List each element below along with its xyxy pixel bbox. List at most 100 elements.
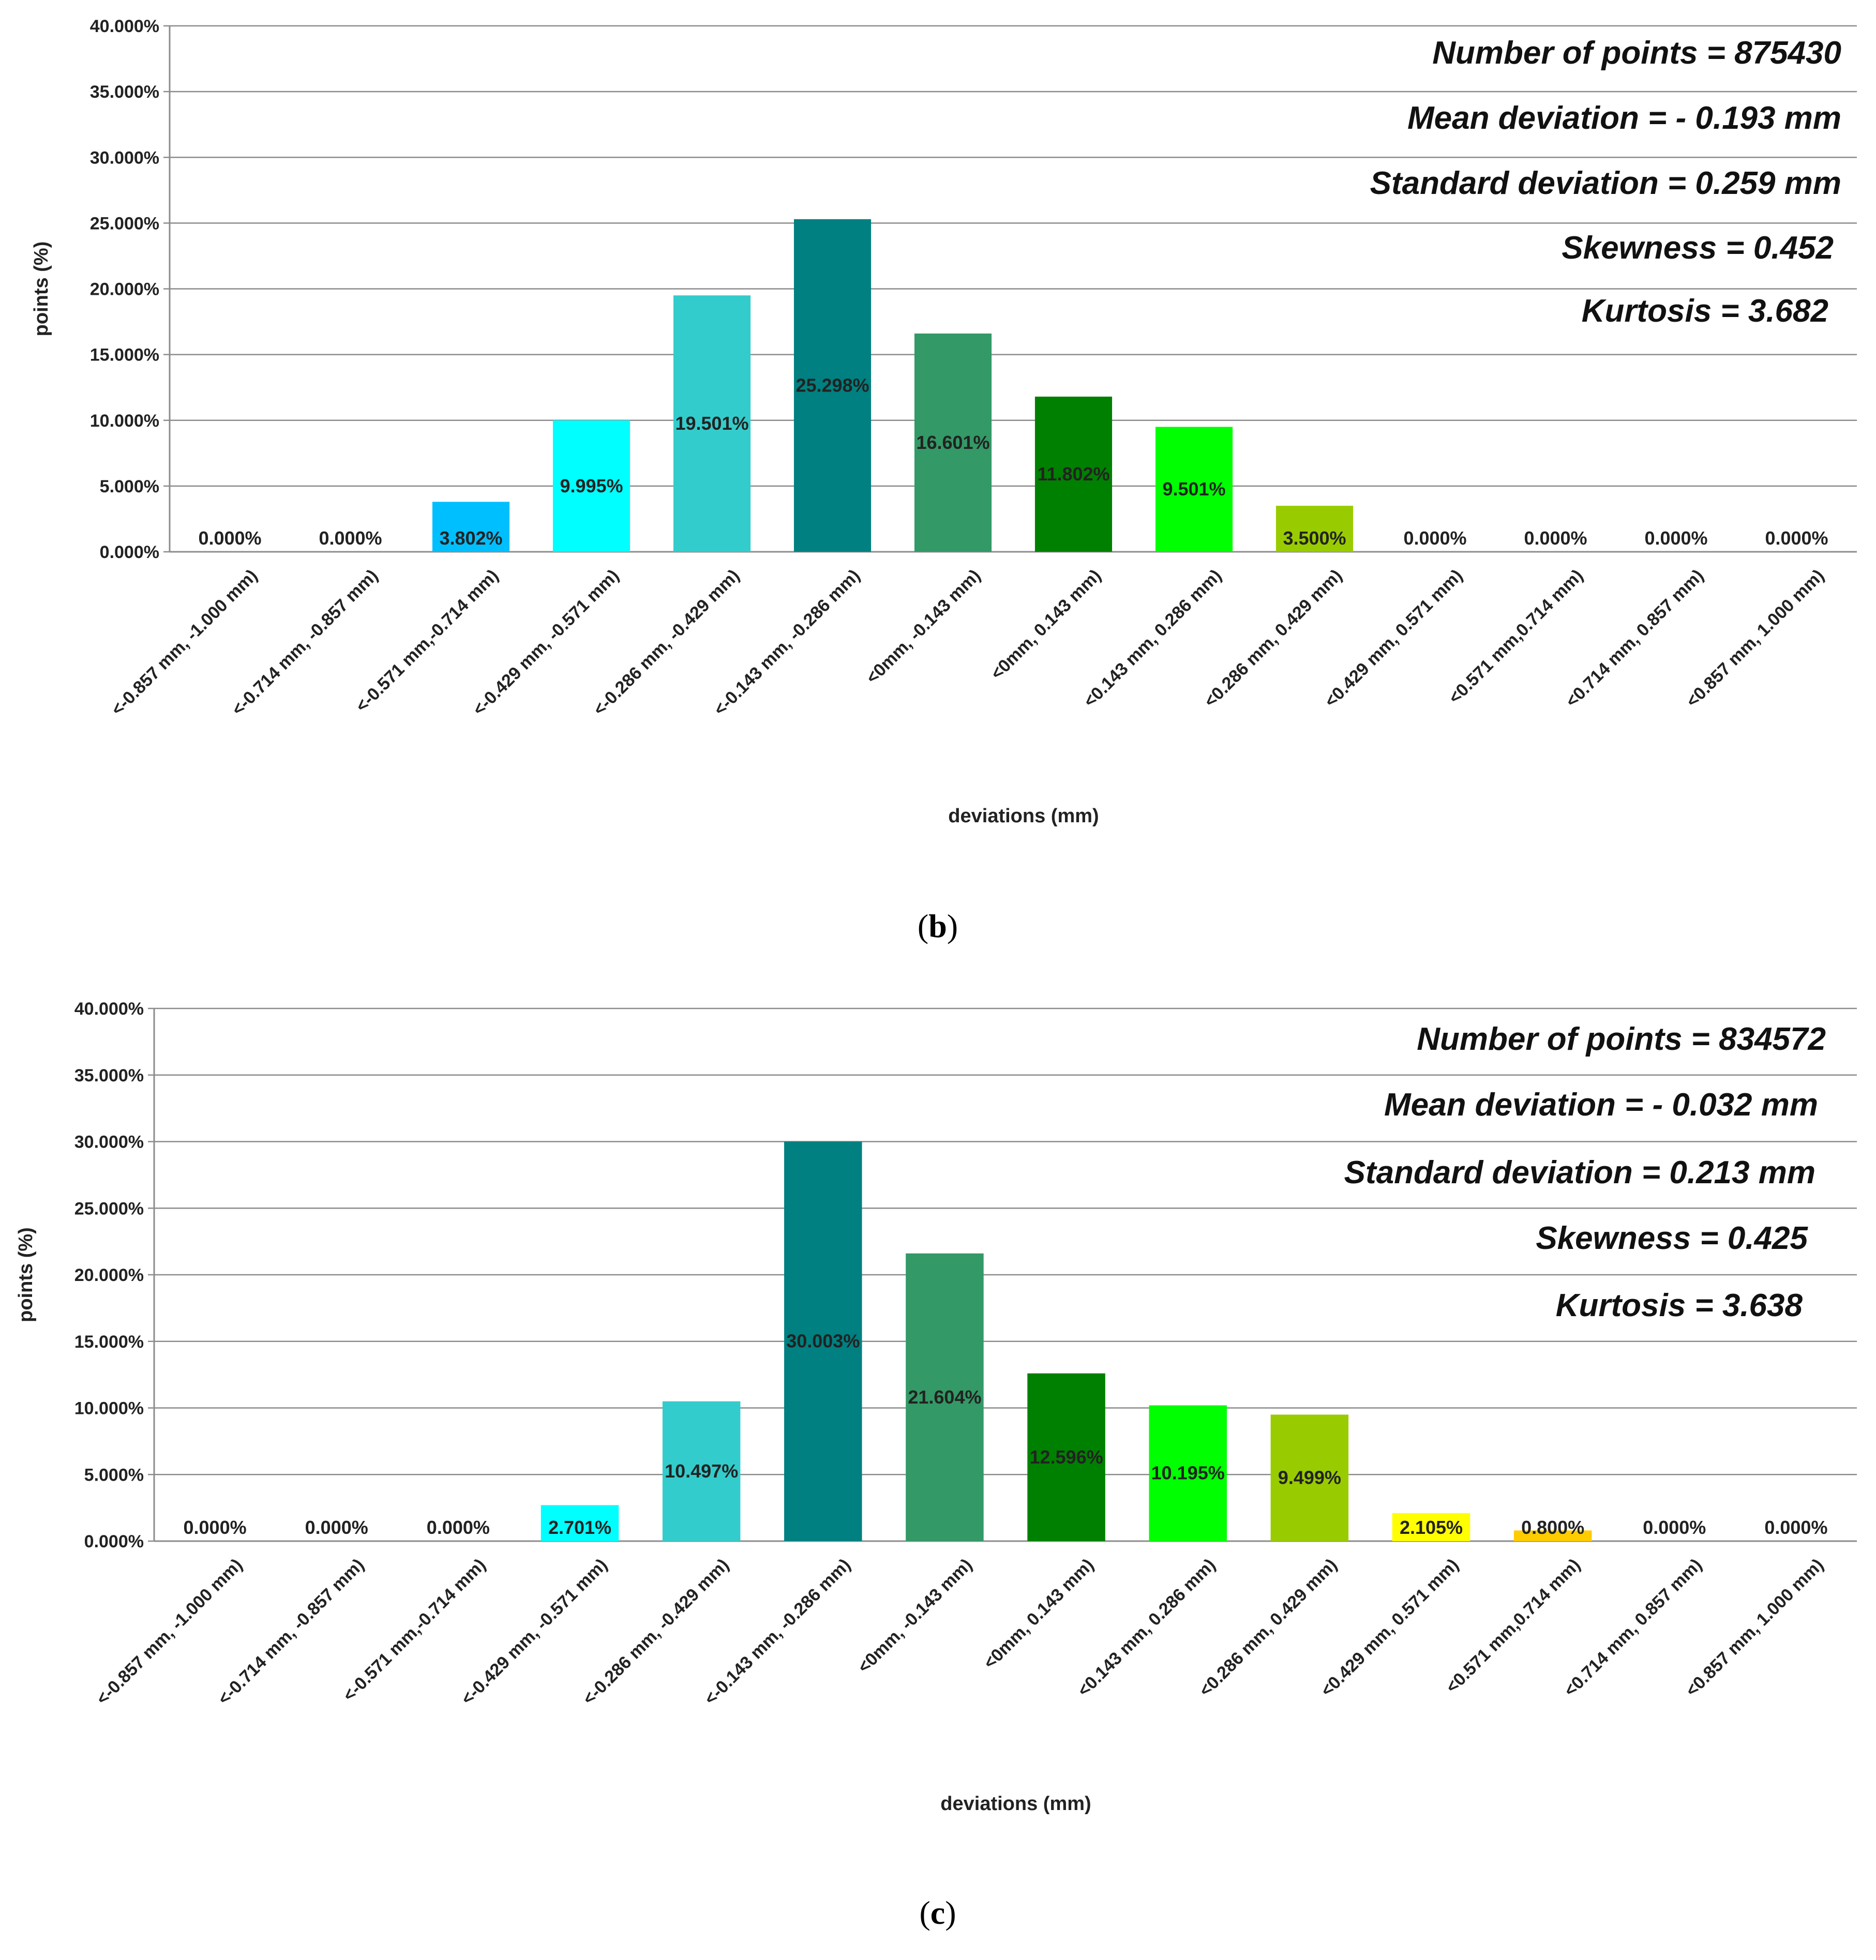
y-axis-title: points (%) bbox=[31, 242, 52, 337]
y-tick-label: 40.000% bbox=[74, 999, 144, 1019]
data-label: 11.802% bbox=[1037, 463, 1109, 485]
bar-6 bbox=[906, 1253, 984, 1541]
stat-annotation: Number of points = 834572 bbox=[1417, 1021, 1826, 1057]
x-tick-label: <0mm, 0.143 mm) bbox=[987, 566, 1105, 684]
data-label: 2.105% bbox=[1400, 1517, 1463, 1538]
data-label: 3.802% bbox=[439, 527, 502, 549]
data-label: 0.000% bbox=[305, 1517, 368, 1538]
data-label: 0.000% bbox=[1643, 1517, 1706, 1538]
data-label: 12.596% bbox=[1030, 1446, 1103, 1468]
x-tick-label: <-0.143 mm, -0.286 mm) bbox=[700, 1555, 854, 1709]
y-tick-label: 35.000% bbox=[74, 1066, 144, 1085]
stat-annotation: Mean deviation = - 0.032 mm bbox=[1384, 1087, 1818, 1123]
x-tick-label: <0.429 mm, 0.571 mm) bbox=[1321, 566, 1466, 711]
data-label: 0.000% bbox=[198, 527, 261, 549]
data-label: 0.000% bbox=[319, 527, 382, 549]
y-tick-label: 15.000% bbox=[74, 1332, 144, 1352]
stat-annotation: Standard deviation = 0.259 mm bbox=[1370, 165, 1841, 201]
data-label: 0.000% bbox=[1765, 527, 1828, 549]
bar-11 bbox=[1513, 1530, 1592, 1541]
data-label: 0.800% bbox=[1521, 1517, 1584, 1538]
bar-7 bbox=[1034, 396, 1113, 552]
bar-7 bbox=[1027, 1373, 1105, 1541]
bar-9 bbox=[1275, 506, 1354, 552]
x-tick-label: <0.857 mm, 1.000 mm) bbox=[1683, 566, 1828, 711]
y-tick-label: 0.000% bbox=[100, 542, 159, 562]
data-label: 9.499% bbox=[1278, 1467, 1341, 1488]
data-label: 0.000% bbox=[1764, 1517, 1827, 1538]
x-axis-title: deviations (mm) bbox=[948, 805, 1099, 827]
x-tick-label: <0.714 mm, 0.857 mm) bbox=[1562, 566, 1707, 711]
stat-annotation: Kurtosis = 3.638 bbox=[1556, 1288, 1803, 1323]
chart-panel-c: 0.000% 5.000% 10.000% 15.000% 20.000% 25.000%… bbox=[15, 999, 1857, 1931]
data-label: 10.195% bbox=[1151, 1463, 1225, 1484]
bar-3 bbox=[552, 420, 631, 552]
data-label: 25.298% bbox=[796, 374, 869, 396]
x-tick-label: <0.143 mm, 0.286 mm) bbox=[1080, 566, 1225, 711]
y-tick-label: 30.000% bbox=[90, 148, 159, 168]
bar-9 bbox=[1270, 1414, 1349, 1541]
y-tick-label: 35.000% bbox=[90, 82, 159, 102]
data-label: 19.501% bbox=[675, 413, 748, 434]
y-tick-label: 15.000% bbox=[90, 345, 159, 365]
x-tick-label: <0.143 mm, 0.286 mm) bbox=[1074, 1555, 1219, 1700]
chart-panel-b: 0.000% 5.000% 10.000% 15.000% 20.000% 25.000%… bbox=[31, 17, 1857, 944]
bar-3 bbox=[541, 1505, 619, 1541]
y-tick-label: 0.000% bbox=[84, 1532, 144, 1551]
panel-caption: (b) bbox=[918, 908, 958, 944]
x-tick-label: <0mm, 0.143 mm) bbox=[980, 1555, 1098, 1673]
x-tick-label: <0.857 mm, 1.000 mm) bbox=[1682, 1555, 1827, 1700]
stat-annotation: Skewness = 0.452 bbox=[1562, 230, 1834, 266]
data-label: 0.000% bbox=[184, 1517, 247, 1538]
x-tick-label: <0.429 mm, 0.571 mm) bbox=[1317, 1555, 1462, 1700]
y-tick-label: 30.000% bbox=[74, 1133, 144, 1152]
y-tick-label: 40.000% bbox=[90, 17, 159, 36]
x-axis-title: deviations (mm) bbox=[940, 1793, 1091, 1815]
y-tick-label: 10.000% bbox=[74, 1399, 144, 1419]
stat-annotation: Number of points = 875430 bbox=[1432, 35, 1841, 71]
caption-letter: b bbox=[928, 908, 947, 944]
y-tick-label: 5.000% bbox=[100, 477, 159, 496]
data-label: 0.000% bbox=[1644, 527, 1707, 549]
data-label: 3.500% bbox=[1283, 527, 1346, 549]
x-tick-label: <0.286 mm, 0.429 mm) bbox=[1200, 566, 1346, 711]
x-tick-label: <0.571 mm,0.714 mm) bbox=[1442, 1555, 1584, 1697]
data-label: 21.604% bbox=[908, 1386, 981, 1408]
panel-caption: (c) bbox=[919, 1894, 956, 1931]
bar-6 bbox=[914, 333, 992, 552]
caption-close: ) bbox=[947, 908, 958, 944]
x-tick-label: <0.286 mm, 0.429 mm) bbox=[1195, 1555, 1341, 1700]
caption-letter: c bbox=[931, 1894, 945, 1931]
data-label: 10.497% bbox=[665, 1460, 738, 1482]
bar-2 bbox=[432, 502, 510, 552]
x-tick-label: <0.714 mm, 0.857 mm) bbox=[1560, 1555, 1705, 1700]
bar-4 bbox=[673, 295, 751, 552]
x-tick-label: <0mm, -0.143 mm) bbox=[862, 566, 984, 688]
bar-8 bbox=[1155, 427, 1233, 552]
data-label: 0.000% bbox=[427, 1517, 490, 1538]
bar-5 bbox=[784, 1141, 862, 1541]
y-axis-title: points (%) bbox=[15, 1227, 37, 1322]
x-tick-label: <-0.571 mm,-0.714 mm) bbox=[352, 566, 502, 716]
stat-annotation: Skewness = 0.425 bbox=[1536, 1220, 1808, 1256]
y-tick-label: 25.000% bbox=[90, 214, 159, 233]
caption-open: ( bbox=[919, 1894, 930, 1931]
data-label: 9.501% bbox=[1162, 478, 1225, 500]
bar-4 bbox=[662, 1401, 741, 1541]
y-tick-label: 20.000% bbox=[74, 1265, 144, 1285]
bar-8 bbox=[1149, 1405, 1227, 1541]
caption-close: ) bbox=[945, 1894, 956, 1931]
data-label: 30.003% bbox=[786, 1331, 860, 1352]
stat-annotation: Mean deviation = - 0.193 mm bbox=[1407, 100, 1841, 136]
y-tick-label: 5.000% bbox=[84, 1465, 144, 1485]
data-label: 2.701% bbox=[548, 1517, 611, 1538]
y-tick-label: 25.000% bbox=[74, 1199, 144, 1218]
x-tick-label: <0mm, -0.143 mm) bbox=[854, 1555, 976, 1677]
stat-annotation: Standard deviation = 0.213 mm bbox=[1344, 1155, 1815, 1190]
caption-open: ( bbox=[918, 908, 928, 944]
bar-10 bbox=[1392, 1513, 1470, 1541]
y-tick-label: 10.000% bbox=[90, 411, 159, 431]
data-label: 0.000% bbox=[1524, 527, 1587, 549]
y-tick-label: 20.000% bbox=[90, 280, 159, 299]
